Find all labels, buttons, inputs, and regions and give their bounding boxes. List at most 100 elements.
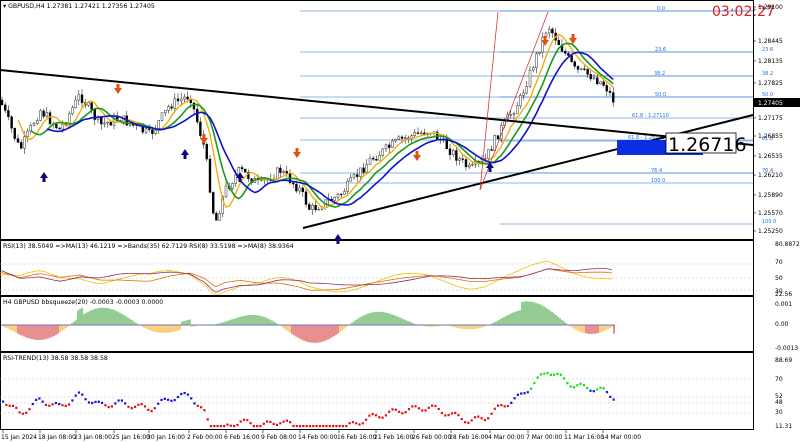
candle-body: [144, 128, 148, 133]
trend-dot: [242, 418, 246, 421]
squeeze-dot: [211, 324, 213, 326]
squeeze-dot: [563, 324, 565, 326]
squeeze-dot: [463, 324, 465, 326]
candle-body: [400, 136, 404, 139]
squeeze-dot: [413, 324, 415, 326]
candle-body: [167, 106, 170, 111]
up-arrow-shape: [236, 172, 244, 182]
squeeze-dot: [199, 324, 201, 326]
time-tick-label: 11 Mar 16:00: [564, 434, 604, 441]
rsi-trend-panel[interactable]: [0, 352, 754, 430]
squeeze-dot: [443, 324, 445, 326]
squeeze-dot: [69, 324, 71, 326]
squeeze-dot: [247, 324, 249, 326]
rsi-tick-label: 30: [775, 288, 783, 295]
trend-dot: [566, 382, 569, 385]
trend-dot: [407, 408, 411, 411]
candle-body: [564, 51, 567, 54]
time-tick-label: 30 Jan 16:00: [147, 434, 185, 441]
candle-body: [455, 150, 458, 161]
up-arrow-shape: [40, 172, 48, 182]
trend-dot: [398, 410, 401, 413]
trend-dot: [147, 408, 150, 411]
squeeze-dot: [71, 324, 73, 326]
squeeze-dot: [283, 324, 285, 326]
trend-dot: [308, 425, 312, 428]
trend-dot: [431, 404, 434, 407]
squeeze-dot: [139, 324, 141, 326]
trend-dot: [292, 424, 295, 428]
squeeze-dot: [257, 324, 259, 326]
squeeze-dot: [339, 324, 341, 326]
trend-dot: [338, 425, 341, 428]
squeeze-dot: [441, 324, 443, 326]
trend-dot: [365, 418, 368, 421]
fib-level-label: 61.8 - 1.26723: [628, 135, 665, 141]
time-tick-label: 21 Feb 16:00: [374, 434, 414, 441]
squeeze-dot: [303, 324, 305, 326]
squeeze-dot: [45, 324, 47, 326]
trend-dot: [18, 411, 21, 414]
squeeze-dot: [1, 324, 3, 326]
trend-dot: [549, 373, 552, 376]
squeeze-dot: [371, 324, 373, 326]
squeeze-dot: [175, 324, 177, 326]
price-axis[interactable]: 1.291001.284451.281351.278251.274951.271…: [753, 4, 783, 235]
candle-body: [448, 148, 452, 155]
price-tick-label: 1.26210: [758, 172, 783, 179]
fib-level-label: 38.2: [654, 71, 665, 77]
candle-body: [71, 107, 74, 115]
trend-dot: [576, 384, 579, 387]
candle-body: [61, 124, 64, 130]
candle-body: [282, 171, 285, 173]
trend-dot: [31, 402, 34, 406]
trend-dot: [196, 404, 199, 407]
candle-body: [279, 167, 282, 173]
squeeze-dot: [85, 324, 87, 326]
trend-dot: [341, 425, 345, 428]
squeeze-dot: [495, 324, 497, 326]
squeeze-dot: [489, 324, 491, 326]
squeeze-dot: [437, 324, 439, 326]
squeeze-dot: [383, 324, 385, 326]
candle-body: [487, 149, 490, 159]
trend-dot: [35, 398, 38, 402]
trend-dot: [381, 416, 384, 419]
squeeze-dot: [87, 324, 89, 326]
moving-averages: [17, 33, 614, 209]
trend-dot: [54, 401, 57, 405]
squeeze-dot: [491, 324, 493, 326]
descending-trendline: [0, 69, 754, 146]
candle-body: [599, 81, 602, 85]
candle-body: [416, 132, 420, 134]
candle-body: [240, 167, 244, 170]
squeeze-dot: [575, 324, 577, 326]
candle-body: [3, 104, 7, 111]
ma-green-line: [30, 42, 614, 208]
squeeze-dot: [295, 324, 297, 326]
squeeze-dot: [497, 324, 499, 326]
squeeze-dot: [553, 324, 555, 326]
candle-body: [346, 180, 349, 192]
squeeze-dot: [115, 324, 117, 326]
squeeze-dot: [429, 324, 431, 326]
squeeze-dot: [597, 324, 599, 326]
squeeze-dot: [15, 324, 17, 326]
time-tick-label: 14 Feb 00:00: [298, 434, 338, 441]
squeeze-dot: [517, 324, 519, 326]
squeeze-dot: [391, 324, 393, 326]
candle-body: [375, 158, 378, 161]
squeeze-dot: [561, 324, 563, 326]
rsi-header: RSI(13) 38.5049 =>MA(13) 46.1219 =>Bands…: [3, 243, 294, 250]
trend-dot: [87, 401, 90, 404]
squeeze-dot: [217, 324, 219, 326]
squeeze-dot: [263, 324, 265, 326]
squeeze-dot: [327, 324, 329, 326]
rsi-panel[interactable]: [0, 240, 754, 296]
squeeze-dot: [223, 324, 225, 326]
squeeze-dot: [193, 324, 195, 326]
